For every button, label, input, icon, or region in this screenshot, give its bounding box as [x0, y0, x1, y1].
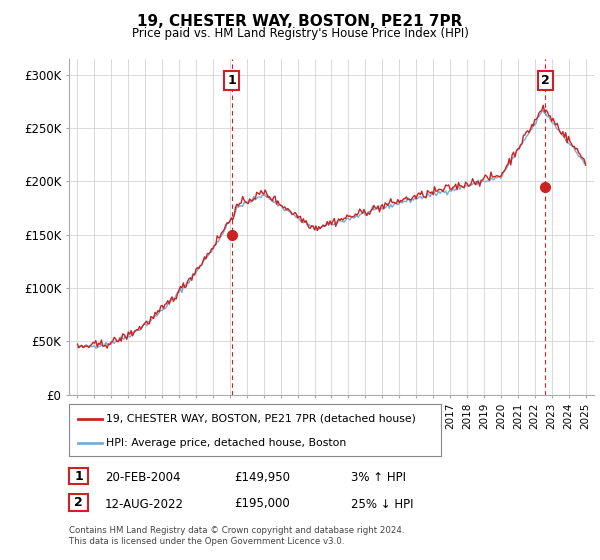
Text: HPI: Average price, detached house, Boston: HPI: Average price, detached house, Bost…: [106, 438, 346, 449]
Text: 2: 2: [541, 73, 550, 87]
Text: 2: 2: [74, 496, 83, 510]
Text: 12-AUG-2022: 12-AUG-2022: [105, 497, 184, 511]
Text: Contains HM Land Registry data © Crown copyright and database right 2024.
This d: Contains HM Land Registry data © Crown c…: [69, 526, 404, 546]
Text: 25% ↓ HPI: 25% ↓ HPI: [351, 497, 413, 511]
Text: 1: 1: [74, 469, 83, 483]
Text: Price paid vs. HM Land Registry's House Price Index (HPI): Price paid vs. HM Land Registry's House …: [131, 27, 469, 40]
Text: 3% ↑ HPI: 3% ↑ HPI: [351, 470, 406, 484]
Text: 19, CHESTER WAY, BOSTON, PE21 7PR (detached house): 19, CHESTER WAY, BOSTON, PE21 7PR (detac…: [106, 414, 416, 424]
Text: £195,000: £195,000: [234, 497, 290, 511]
Text: 1: 1: [227, 73, 236, 87]
Text: £149,950: £149,950: [234, 470, 290, 484]
Text: 20-FEB-2004: 20-FEB-2004: [105, 470, 181, 484]
Text: 19, CHESTER WAY, BOSTON, PE21 7PR: 19, CHESTER WAY, BOSTON, PE21 7PR: [137, 14, 463, 29]
